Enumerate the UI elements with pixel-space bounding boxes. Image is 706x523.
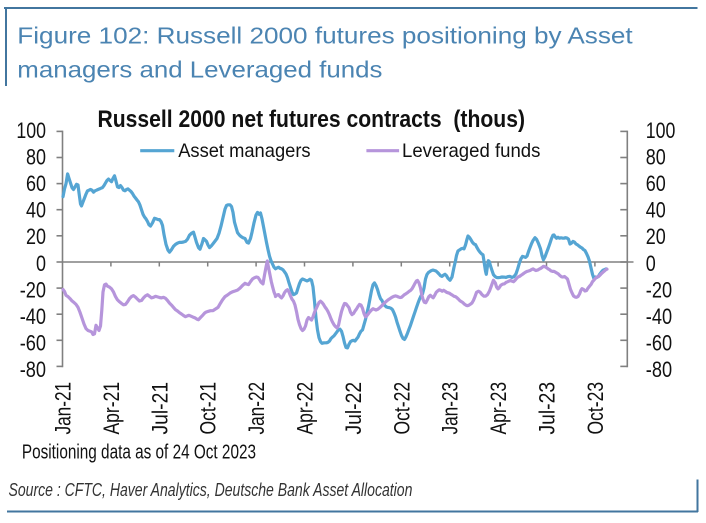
svg-text:60: 60 — [646, 171, 666, 196]
svg-text:Russell 2000 net futures contr: Russell 2000 net futures contracts (thou… — [98, 106, 526, 133]
svg-text:Jul-23: Jul-23 — [535, 382, 560, 435]
svg-text:Oct-22: Oct-22 — [389, 382, 414, 435]
svg-text:Oct-21: Oct-21 — [196, 382, 221, 435]
svg-text:Positioning data as of 24 Oct: Positioning data as of 24 Oct 2023 — [22, 442, 256, 464]
svg-text:-80: -80 — [646, 357, 672, 382]
svg-text:20: 20 — [26, 224, 46, 249]
svg-text:Jan-23: Jan-23 — [438, 382, 463, 435]
svg-text:Jan-22: Jan-22 — [244, 382, 269, 435]
svg-text:100: 100 — [16, 118, 46, 143]
svg-text:40: 40 — [646, 198, 666, 223]
svg-text:Figure 102: Russell 2000 futur: Figure 102: Russell 2000 futures positio… — [17, 22, 633, 48]
svg-text:managers and Leveraged funds: managers and Leveraged funds — [17, 56, 382, 82]
svg-text:-60: -60 — [646, 331, 672, 356]
svg-text:Asset managers: Asset managers — [178, 140, 311, 162]
svg-text:Apr-22: Apr-22 — [293, 382, 318, 435]
svg-text:Jul-22: Jul-22 — [341, 382, 366, 435]
svg-text:60: 60 — [26, 171, 46, 196]
svg-text:0: 0 — [646, 251, 656, 276]
svg-text:-40: -40 — [20, 304, 46, 329]
svg-text:20: 20 — [646, 224, 666, 249]
svg-text:80: 80 — [646, 145, 666, 170]
svg-text:-60: -60 — [20, 331, 46, 356]
svg-text:100: 100 — [646, 118, 676, 143]
svg-text:-40: -40 — [646, 304, 672, 329]
svg-text:Apr-23: Apr-23 — [486, 382, 511, 435]
svg-text:-20: -20 — [20, 277, 46, 302]
svg-text:Jul-21: Jul-21 — [147, 382, 172, 435]
svg-text:40: 40 — [26, 198, 46, 223]
svg-text:-20: -20 — [646, 277, 672, 302]
svg-text:80: 80 — [26, 145, 46, 170]
svg-text:Oct-23: Oct-23 — [583, 382, 608, 435]
svg-text:0: 0 — [36, 251, 46, 276]
svg-text:Source : CFTC, Haver Analytics: Source : CFTC, Haver Analytics, Deutsche… — [9, 479, 413, 500]
svg-text:-80: -80 — [20, 357, 46, 382]
svg-text:Jan-21: Jan-21 — [51, 382, 76, 435]
svg-text:Leveraged funds: Leveraged funds — [402, 140, 541, 162]
svg-text:Apr-21: Apr-21 — [99, 382, 124, 435]
